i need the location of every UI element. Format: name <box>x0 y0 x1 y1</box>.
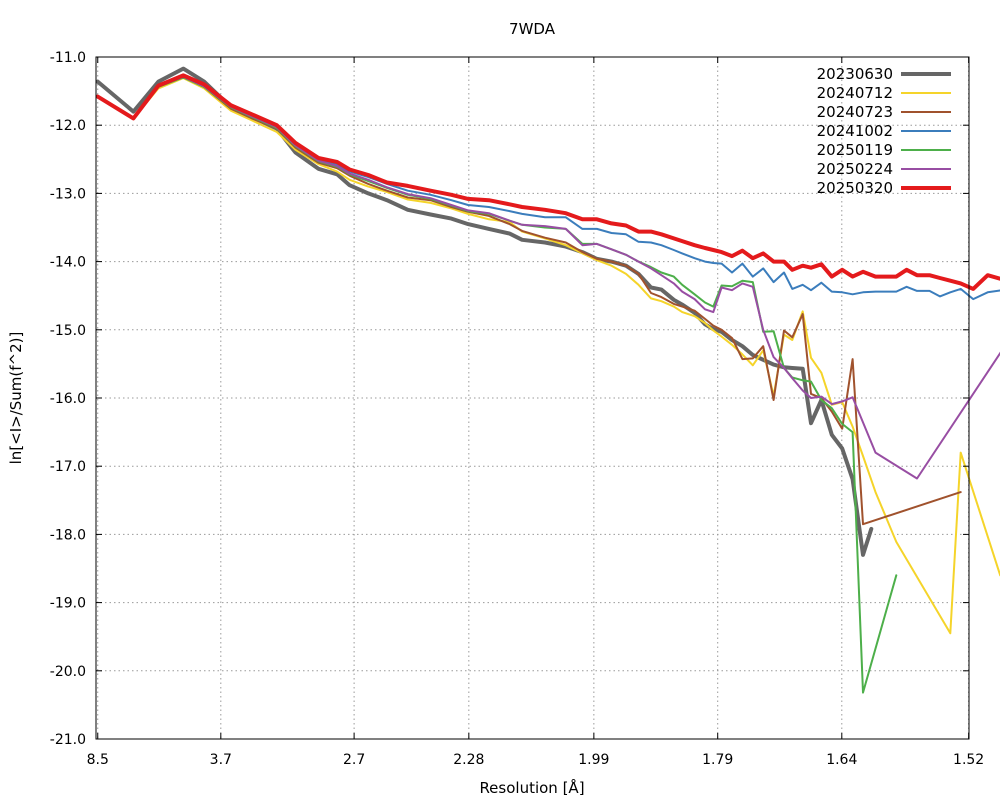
x-tick-label: 8.5 <box>87 752 109 768</box>
y-tick-label: -17.0 <box>50 459 86 475</box>
legend: 2023063020240712202407232024100220250119… <box>817 65 951 197</box>
chart-title: 7WDA <box>509 20 556 38</box>
legend-label: 20240712 <box>817 84 893 102</box>
legend-label: 20250320 <box>817 179 893 197</box>
legend-label: 20241002 <box>817 122 893 140</box>
x-tick-label: 1.99 <box>578 752 609 768</box>
series-line-20240712 <box>96 77 1000 635</box>
legend-label: 20240723 <box>817 103 893 121</box>
y-tick-label: -16.0 <box>50 391 86 407</box>
x-axis-title: Resolution [Å] <box>479 778 584 797</box>
plot-area <box>95 66 1000 694</box>
axes: -11.0 -12.0 -13.0 -14.0 -15.0 -16.0 -17.0 -18.0… <box>50 50 984 768</box>
series-line-20240723 <box>96 75 962 526</box>
y-tick-label: -12.0 <box>50 118 86 134</box>
y-tick-label: -14.0 <box>50 255 86 271</box>
x-tick-label: 1.79 <box>702 752 733 768</box>
y-tick-label: -18.0 <box>50 527 86 543</box>
y-tick-label: -11.0 <box>50 50 86 66</box>
y-axis-title: ln[<I>/Sum(f^2)] <box>7 332 25 465</box>
y-tick-label: -20.0 <box>50 664 86 680</box>
y-tick-label: -19.0 <box>50 596 86 612</box>
legend-label: 20250119 <box>817 141 893 159</box>
x-tick-label: 2.28 <box>453 752 484 768</box>
y-tick-label: -13.0 <box>50 186 86 202</box>
x-tick-label: 1.52 <box>953 752 984 768</box>
legend-label: 20230630 <box>817 65 893 83</box>
legend-label: 20250224 <box>817 160 893 178</box>
x-tick-label: 2.7 <box>343 752 365 768</box>
x-tick-label: 1.64 <box>826 752 857 768</box>
series-line-20250224 <box>96 75 1000 480</box>
series-line-20250320 <box>95 73 1000 291</box>
series-line-20230630 <box>95 66 874 557</box>
y-tick-label: -21.0 <box>50 732 86 748</box>
x-tick-label: 3.7 <box>210 752 232 768</box>
y-tick-label: -15.0 <box>50 323 86 339</box>
